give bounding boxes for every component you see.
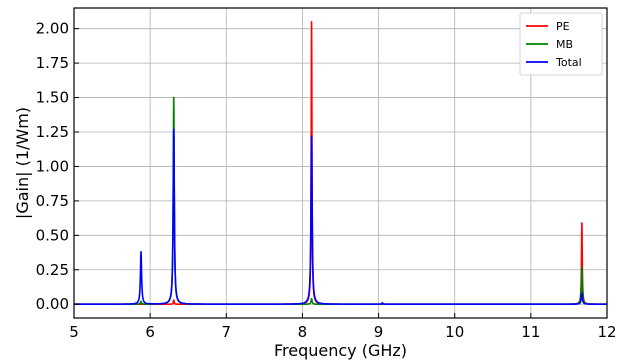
axis-ticks: 5 6 7 8 9 10 11 12 0.00 0.25 0.50 0.75 1.00 1.25 1.50 1…	[36, 20, 617, 341]
x-axis-label: Frequency (GHz)	[274, 341, 407, 360]
y-tick-label: 1.50	[36, 89, 69, 107]
grid-lines	[73, 8, 608, 318]
x-tick-label: 7	[222, 323, 232, 341]
x-tick-label: 12	[597, 323, 616, 341]
y-tick-label: 0.25	[36, 261, 69, 279]
plot-frame	[73, 7, 608, 319]
y-tick-label: 2.00	[36, 20, 69, 38]
x-tick-label: 6	[145, 323, 155, 341]
y-tick-label: 1.75	[36, 54, 69, 72]
x-tick-label: 9	[374, 323, 384, 341]
legend-label-mb: MB	[556, 38, 573, 51]
y-tick-label: 0.75	[36, 192, 69, 210]
x-tick-label: 11	[521, 323, 540, 341]
x-tick-label: 10	[445, 323, 464, 341]
y-tick-label: 1.00	[36, 157, 69, 175]
x-tick-label: 5	[69, 323, 79, 341]
y-tick-label: 0.50	[36, 226, 69, 244]
y-tick-label: 0.00	[36, 295, 69, 313]
y-tick-label: 1.25	[36, 123, 69, 141]
legend: PE MB Total	[519, 12, 603, 76]
x-tick-label: 8	[298, 323, 308, 341]
legend-label-pe: PE	[556, 20, 570, 33]
series-layer	[74, 20, 607, 306]
y-axis-label: |Gain| (1/Wm)	[13, 107, 32, 219]
series-line-total	[74, 128, 607, 306]
legend-label-total: Total	[555, 56, 582, 69]
legend-box	[519, 12, 603, 76]
